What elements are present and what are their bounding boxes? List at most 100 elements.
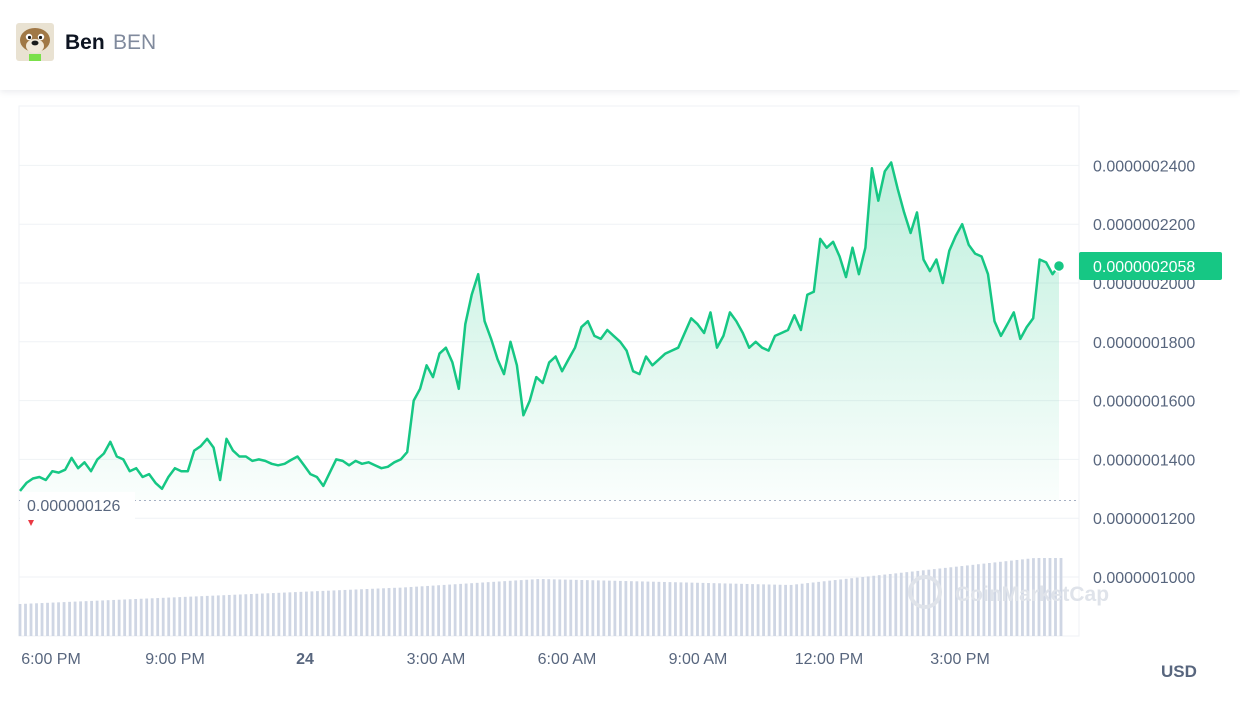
open-price-label-bg	[20, 492, 135, 520]
volume-bar	[222, 595, 226, 636]
volume-bar	[288, 592, 292, 636]
x-tick-label: 3:00 PM	[930, 651, 990, 668]
open-price-label: 0.000000126	[27, 498, 121, 515]
volume-bar	[844, 578, 848, 636]
volume-bar	[156, 598, 160, 636]
y-axis: 0.0000001000 0.0000001200 0.0000001400 0.00…	[1093, 158, 1195, 587]
volume-bar	[1015, 559, 1019, 636]
volume-bar	[442, 584, 446, 636]
volume-bar	[558, 579, 562, 636]
volume-bar	[349, 589, 352, 636]
volume-bar	[271, 593, 275, 636]
volume-bar	[327, 590, 330, 636]
volume-bar	[646, 581, 650, 636]
volume-bar	[233, 594, 237, 636]
volume-bar	[701, 582, 705, 636]
volume-bar	[982, 563, 986, 636]
volume-bar	[723, 583, 727, 636]
volume-bar	[431, 585, 435, 636]
volume-bar	[530, 579, 534, 636]
volume-bar	[371, 588, 374, 636]
volume-bar	[79, 601, 82, 636]
volume-bar	[84, 601, 88, 636]
volume-bar	[194, 596, 198, 636]
volume-bar	[729, 583, 732, 636]
volume-bar	[1059, 558, 1063, 636]
price-area-fill	[20, 162, 1059, 501]
volume-bar	[822, 581, 826, 636]
volume-bar	[106, 600, 110, 636]
volume-bar	[751, 584, 754, 636]
volume-bar	[437, 585, 441, 636]
volume-bar	[1048, 558, 1052, 636]
volume-bar	[343, 589, 347, 636]
volume-bar	[205, 595, 209, 636]
volume-bar	[1037, 558, 1041, 636]
volume-bar	[393, 587, 396, 636]
volume-bar	[178, 597, 182, 636]
x-tick-label: 9:00 AM	[669, 651, 728, 668]
volume-bar	[492, 581, 496, 636]
volume-bar	[569, 579, 573, 636]
volume-bar	[277, 592, 281, 636]
current-price-dot	[1052, 259, 1066, 273]
volume-bar	[161, 597, 165, 636]
watermark-logo-icon	[908, 575, 942, 609]
volume-bar	[536, 579, 540, 636]
y-tick-label: 0.0000001800	[1093, 335, 1195, 352]
price-line	[19, 161, 1061, 492]
volume-bar	[1032, 558, 1035, 636]
coin-name: Ben	[65, 31, 105, 54]
volume-bar	[519, 580, 523, 636]
volume-bar	[883, 574, 887, 636]
volume-bar	[976, 564, 980, 636]
volume-bar	[415, 586, 418, 636]
volume-bar	[640, 581, 644, 636]
volume-bar	[734, 583, 738, 636]
volume-bar	[894, 573, 898, 636]
volume-bar	[685, 582, 688, 636]
x-tick-label: 3:00 AM	[407, 651, 466, 668]
volume-bar	[938, 568, 942, 636]
volume-bar	[211, 595, 215, 636]
volume-bar	[943, 567, 947, 636]
volume-bar	[927, 569, 931, 636]
volume-bar	[712, 583, 716, 636]
volume-bar	[260, 593, 264, 636]
volume-bar	[123, 599, 127, 636]
volume-bar	[409, 586, 413, 636]
volume-bar	[778, 584, 782, 636]
volume-bar	[607, 580, 611, 636]
volume-bar	[338, 590, 341, 636]
volume-bar	[112, 599, 116, 636]
y-tick-label: 0.0000002000	[1093, 276, 1195, 293]
y-tick-label: 0.0000001400	[1093, 452, 1195, 469]
volume-bar	[46, 602, 49, 636]
y-tick-label: 0.0000002200	[1093, 217, 1195, 234]
volume-bar	[365, 589, 369, 636]
volume-bar	[68, 601, 71, 636]
volume-bar	[117, 599, 121, 636]
volume-bar	[1021, 559, 1024, 636]
volume-bar	[514, 580, 518, 636]
y-tick-label: 0.0000002400	[1093, 158, 1195, 175]
volume-bar	[839, 579, 843, 636]
x-tick-label: 24	[296, 651, 314, 668]
volume-bar	[139, 598, 143, 636]
volume-bar	[238, 594, 242, 636]
ben-dog-avatar-icon	[16, 23, 54, 61]
volume-bar	[663, 581, 666, 636]
current-price-badge	[1079, 251, 1222, 280]
volume-bar	[674, 582, 677, 636]
volume-bar	[993, 562, 997, 636]
volume-bar	[448, 584, 452, 636]
volume-bar	[464, 583, 468, 636]
volume-bar	[508, 580, 512, 636]
volume-bar	[316, 591, 319, 636]
volume-bar	[1004, 561, 1008, 636]
volume-bar	[960, 566, 964, 636]
volume-bar	[580, 579, 584, 636]
x-axis: 6:00 PM 9:00 PM 24 3:00 AM 6:00 AM 9:00 AM 12:…	[21, 651, 990, 668]
volume-bar	[189, 596, 193, 636]
